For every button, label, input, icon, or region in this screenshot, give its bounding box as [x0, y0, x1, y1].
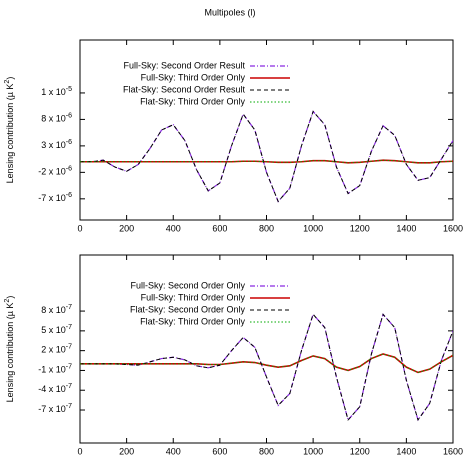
y-tick-label: -7 x 10-6 — [38, 192, 72, 203]
x-tick-label: 0 — [77, 223, 82, 233]
legend-label: Full-Sky: Third Order Only — [141, 292, 246, 302]
y-tick-label: 1 x 10-5 — [41, 86, 72, 97]
x-tick-label: 200 — [119, 446, 134, 456]
legend-label: Full-Sky: Third Order Only — [141, 72, 246, 82]
legend-label: Flat-Sky: Third Order Only — [140, 96, 245, 106]
series-line — [80, 313, 453, 422]
x-tick-label: 400 — [166, 223, 181, 233]
chart-title: Multipoles (l) — [204, 7, 255, 17]
x-tick-label: 0 — [77, 446, 82, 456]
x-tick-label: 1600 — [443, 223, 463, 233]
y-tick-label: 3 x 10-6 — [41, 139, 72, 150]
y-tick-label: 5 x 10-7 — [41, 324, 72, 335]
series-line — [80, 353, 453, 374]
x-tick-label: 1400 — [396, 223, 416, 233]
legend-label: Flat-Sky: Second Order Result — [123, 84, 246, 94]
y-tick-label: -4 x 10-7 — [38, 384, 72, 395]
y-tick-label: -1 x 10-7 — [38, 364, 72, 375]
x-tick-label: 400 — [166, 446, 181, 456]
x-tick-label: 1200 — [350, 446, 370, 456]
plot-area — [80, 313, 453, 422]
y-tick-label: 8 x 10-7 — [41, 304, 72, 315]
x-tick-label: 800 — [259, 446, 274, 456]
y-tick-label: -7 x 10-7 — [38, 403, 72, 414]
series-line — [80, 110, 453, 203]
plot-area — [80, 110, 453, 203]
y-axis-label: Lensing contribution (µ K2) — [4, 296, 15, 403]
y-tick-label: 8 x 10-6 — [41, 113, 72, 124]
legend-label: Flat-Sky: Second Order Only — [130, 304, 246, 314]
x-tick-label: 600 — [212, 446, 227, 456]
legend-label: Full-Sky: Second Order Result — [123, 60, 245, 70]
y-tick-label: -2 x 10-6 — [38, 166, 72, 177]
legend-label: Flat-Sky: Third Order Only — [140, 316, 245, 326]
x-tick-label: 200 — [119, 223, 134, 233]
series-line — [80, 110, 453, 203]
legend-label: Full-Sky: Second Order Only — [130, 280, 245, 290]
x-tick-label: 1000 — [303, 446, 323, 456]
x-tick-label: 1600 — [443, 446, 463, 456]
x-tick-label: 600 — [212, 223, 227, 233]
series-line — [80, 353, 453, 373]
x-tick-label: 1200 — [350, 223, 370, 233]
series-line — [80, 313, 453, 422]
series-line — [80, 159, 453, 164]
y-tick-label: 2 x 10-7 — [41, 344, 72, 355]
x-tick-label: 1400 — [396, 446, 416, 456]
x-tick-label: 1000 — [303, 223, 323, 233]
y-axis-label: Lensing contribution (µ K2) — [4, 77, 15, 184]
x-tick-label: 800 — [259, 223, 274, 233]
